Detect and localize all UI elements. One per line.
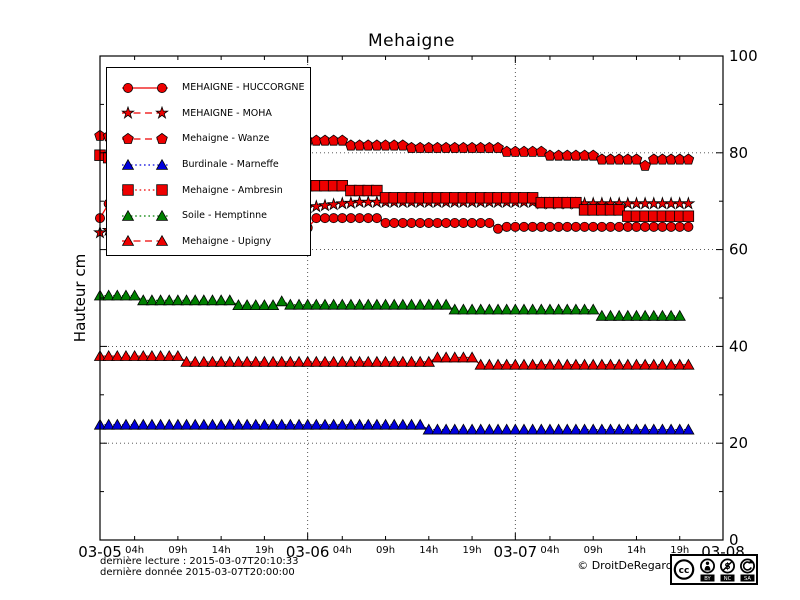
y-tick-label: 100 [729, 47, 758, 65]
axes-frame [99, 55, 724, 541]
x-tick-label-minor: 04h [333, 545, 352, 556]
footer-info: dernière lecture : 2015-03-07T20:10:33 d… [100, 556, 299, 578]
legend-sample-triangle-icon [121, 158, 169, 170]
legend-item: Mehaigne - Wanze [118, 126, 310, 152]
chart-title: Mehaigne [367, 31, 456, 51]
cc-license-badge[interactable]: cc BY $ NC SA [670, 554, 758, 586]
cc-sa-label: SA [744, 576, 751, 582]
legend-item: Burdinale - Marneffe [118, 152, 310, 178]
legend-label: Mehaigne - Wanze [182, 133, 270, 145]
x-tick-label-major: 03-06 [286, 543, 330, 561]
y-tick-label: 20 [729, 434, 748, 452]
legend-sample-triangle-icon [121, 209, 169, 221]
copyright-text: © DroitDeRegard.be [577, 559, 690, 572]
x-tick-label-minor: 04h [125, 545, 144, 556]
series-burdinale-marneffe [93, 418, 695, 435]
x-tick-label-minor: 09h [584, 545, 603, 556]
x-tick-label-minor: 19h [255, 545, 274, 556]
x-tick-label-minor: 14h [419, 545, 438, 556]
legend-item: MEHAIGNE - HUCCORGNE [118, 75, 310, 101]
x-tick-label-minor: 09h [168, 545, 187, 556]
x-tick-label-minor: 04h [540, 545, 559, 556]
x-tick-label-major: 03-07 [494, 543, 538, 561]
legend-sample-star-icon [121, 106, 169, 120]
legend-list: MEHAIGNE - HUCCORGNE MEHAIGNE - MOHA Mehai… [118, 75, 310, 254]
series-soile-hemptinne [93, 289, 686, 321]
x-tick-label-minor: 19h [670, 545, 689, 556]
legend-label: Mehaigne - Ambresin [182, 184, 283, 196]
legend-item: MEHAIGNE - MOHA [118, 101, 310, 127]
cc-sa-icon: SA [740, 558, 756, 582]
y-tick-label: 60 [729, 241, 748, 259]
y-tick-label: 80 [729, 144, 748, 162]
legend-sample-square-icon [122, 184, 168, 196]
legend-sample-circle-icon [122, 82, 168, 93]
legend-item: Soile - Hemptinne [118, 203, 310, 229]
cc-nc-icon: $ NC [720, 558, 736, 582]
x-tick-label-minor: 14h [212, 545, 231, 556]
cc-by-icon: BY [699, 558, 715, 582]
legend-label: Mehaigne - Upigny [182, 235, 272, 247]
x-tick-label-minor: 14h [627, 545, 646, 556]
legend-sample-triangle-icon [121, 235, 169, 247]
cc-nc-label: NC [724, 576, 732, 582]
legend-sample-pentagon-icon [122, 132, 168, 144]
x-tick-label-minor: 09h [376, 545, 395, 556]
cc-by-label: BY [704, 576, 711, 582]
x-tick-label-major: 03-05 [78, 543, 122, 561]
legend: MEHAIGNE - HUCCORGNE MEHAIGNE - MOHA Mehai… [106, 67, 311, 256]
last-data-text: dernière donnée 2015-03-07T20:00:00 [100, 567, 295, 578]
cc-logo-icon: cc [673, 559, 695, 580]
y-tick-label: 40 [729, 337, 748, 355]
svg-text:cc: cc [679, 566, 690, 576]
legend-item: Mehaigne - Ambresin [118, 177, 310, 203]
legend-label: MEHAIGNE - MOHA [182, 107, 272, 119]
last-reading-text: dernière lecture : 2015-03-07T20:10:33 [100, 556, 299, 567]
y-tick-label: 0 [729, 531, 739, 549]
x-tick-label-minor: 19h [463, 545, 482, 556]
legend-label: MEHAIGNE - HUCCORGNE [182, 82, 305, 94]
legend-label: Burdinale - Marneffe [182, 159, 279, 171]
legend-label: Soile - Hemptinne [182, 210, 267, 222]
svg-text:$: $ [724, 562, 730, 572]
series-mehaigne-upigny [93, 349, 695, 370]
legend-item: Mehaigne - Upigny [118, 229, 310, 255]
